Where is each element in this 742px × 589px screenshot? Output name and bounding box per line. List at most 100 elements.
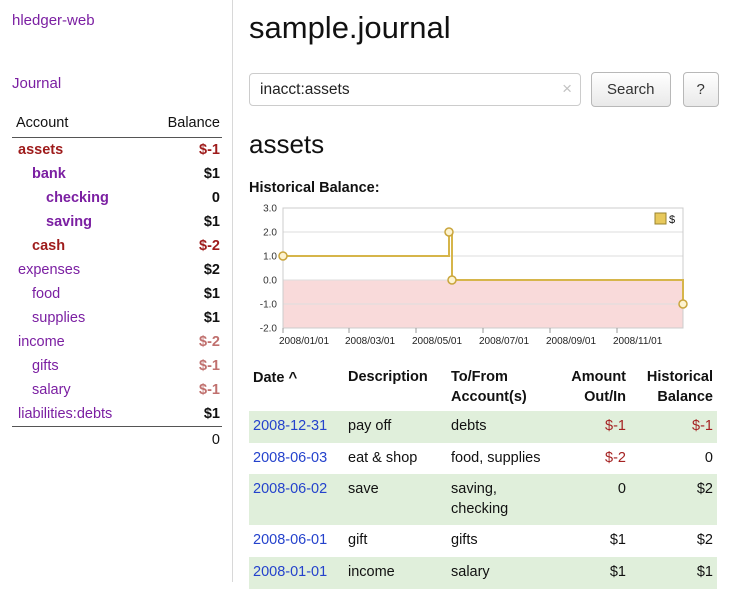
account-row: saving $1 bbox=[12, 210, 222, 234]
register-header-row: Date ^ Description To/From Account(s) Am… bbox=[249, 364, 717, 411]
svg-text:0.0: 0.0 bbox=[263, 276, 277, 287]
account-balance: $1 bbox=[203, 166, 220, 182]
svg-text:-2.0: -2.0 bbox=[260, 324, 278, 335]
search-input-wrap: × bbox=[249, 73, 581, 106]
account-link-supplies[interactable]: supplies bbox=[32, 310, 86, 326]
account-link-checking[interactable]: checking bbox=[46, 190, 109, 206]
account-balance: $-2 bbox=[199, 334, 220, 350]
account-balance: $1 bbox=[203, 310, 220, 326]
account-row: salary $-1 bbox=[12, 378, 222, 402]
transaction-balance: 0 bbox=[704, 449, 713, 466]
transaction-amount: $1 bbox=[609, 563, 626, 580]
register-row: 2008-06-03 eat & shop food, supplies $-2… bbox=[249, 443, 717, 475]
accounts-total-row: 0 bbox=[12, 426, 222, 452]
transaction-description: gift bbox=[348, 532, 368, 549]
account-link-bank[interactable]: bank bbox=[32, 166, 66, 182]
search-input[interactable] bbox=[249, 73, 581, 106]
account-balance: $2 bbox=[203, 262, 220, 278]
account-row: income $-2 bbox=[12, 330, 222, 354]
account-row: checking 0 bbox=[12, 186, 222, 210]
historical-balance-chart: 3.0 2.0 1.0 0.0 -1.0 -2.0 2008/01/01 200… bbox=[260, 204, 688, 347]
register-header-date-label: Date bbox=[253, 370, 285, 386]
account-link-salary[interactable]: salary bbox=[32, 382, 71, 398]
search-form: × Search ? bbox=[249, 72, 723, 107]
transaction-description: eat & shop bbox=[348, 449, 418, 466]
transaction-balance: $-1 bbox=[692, 418, 713, 435]
transaction-balance: $2 bbox=[696, 481, 713, 498]
transaction-description: save bbox=[348, 481, 379, 498]
account-heading: assets bbox=[249, 129, 325, 159]
app-title-link[interactable]: hledger-web bbox=[12, 12, 95, 29]
register-row: 2008-12-31 pay off debts $-1 $-1 bbox=[249, 411, 717, 443]
account-row: gifts $-1 bbox=[12, 354, 222, 378]
account-link-food[interactable]: food bbox=[32, 286, 61, 302]
account-row: cash $-2 bbox=[12, 234, 222, 258]
transaction-date-link[interactable]: 2008-06-01 bbox=[253, 532, 328, 549]
account-balance: $1 bbox=[203, 406, 220, 422]
svg-text:2008/01/01: 2008/01/01 bbox=[279, 336, 329, 347]
svg-text:2008/03/01: 2008/03/01 bbox=[345, 336, 395, 347]
help-button[interactable]: ? bbox=[682, 72, 719, 107]
accounts-header-account: Account bbox=[12, 112, 146, 138]
account-balance: 0 bbox=[211, 190, 220, 206]
accounts-header-balance: Balance bbox=[145, 112, 222, 138]
account-row: food $1 bbox=[12, 282, 222, 306]
chart-x-axis-labels: 2008/01/01 2008/03/01 2008/05/01 2008/07… bbox=[279, 336, 663, 347]
account-row: assets $-1 bbox=[12, 138, 222, 163]
chart-legend: $ bbox=[654, 212, 675, 226]
account-row: expenses $2 bbox=[12, 258, 222, 282]
accounts-table: Account Balance assets $-1 bank $1 check… bbox=[12, 112, 222, 452]
main-content: sample.journal × Search ? assets Histori… bbox=[249, 0, 731, 589]
legend-swatch-icon bbox=[654, 212, 667, 225]
account-link-assets[interactable]: assets bbox=[18, 142, 64, 158]
account-balance: $1 bbox=[203, 214, 220, 230]
transaction-date-link[interactable]: 2008-01-01 bbox=[253, 563, 328, 580]
register-header-date[interactable]: Date ^ bbox=[249, 364, 344, 411]
transaction-amount: $-1 bbox=[605, 418, 626, 435]
transaction-date-link[interactable]: 2008-12-31 bbox=[253, 418, 328, 435]
account-balance: $-1 bbox=[199, 358, 220, 374]
account-balance: $-1 bbox=[199, 382, 220, 398]
transaction-date-link[interactable]: 2008-06-02 bbox=[253, 481, 328, 498]
transaction-account: food, supplies bbox=[451, 449, 541, 466]
transaction-account: saving, checking bbox=[451, 481, 509, 517]
account-balance: $-2 bbox=[199, 238, 220, 254]
transaction-balance: $2 bbox=[696, 532, 713, 549]
account-link-liabilities-debts[interactable]: liabilities:debts bbox=[18, 406, 113, 422]
register-row: 2008-06-02 save saving, checking 0 $2 bbox=[249, 474, 717, 526]
transaction-account: gifts bbox=[451, 532, 478, 549]
svg-text:3.0: 3.0 bbox=[263, 204, 277, 215]
transaction-description: income bbox=[348, 563, 395, 580]
account-link-gifts[interactable]: gifts bbox=[32, 358, 59, 374]
clear-search-icon[interactable]: × bbox=[562, 79, 572, 98]
account-balance: $1 bbox=[203, 286, 220, 302]
transaction-amount: $-2 bbox=[605, 449, 626, 466]
account-link-cash[interactable]: cash bbox=[32, 238, 66, 254]
register-table: Date ^ Description To/From Account(s) Am… bbox=[249, 364, 717, 589]
chart-title: Historical Balance: bbox=[249, 180, 380, 196]
sidebar: hledger-web Journal Account Balance asse… bbox=[0, 0, 233, 582]
svg-text:-1.0: -1.0 bbox=[260, 300, 278, 311]
account-link-saving[interactable]: saving bbox=[46, 214, 92, 230]
transaction-amount: $1 bbox=[609, 532, 626, 549]
account-link-income[interactable]: income bbox=[18, 334, 65, 350]
accounts-total-value: 0 bbox=[145, 426, 222, 452]
register-header-account: To/From Account(s) bbox=[451, 369, 527, 405]
nav-journal-link[interactable]: Journal bbox=[12, 75, 62, 92]
account-link-expenses[interactable]: expenses bbox=[18, 262, 81, 278]
chart-y-axis-labels: 3.0 2.0 1.0 0.0 -1.0 -2.0 bbox=[260, 204, 278, 335]
transaction-balance: $1 bbox=[696, 563, 713, 580]
svg-text:2008/05/01: 2008/05/01 bbox=[412, 336, 462, 347]
transaction-account: salary bbox=[451, 563, 490, 580]
chart-series-markers bbox=[278, 227, 688, 309]
page-title: sample.journal bbox=[249, 10, 451, 45]
account-row: bank $1 bbox=[12, 162, 222, 186]
account-row: liabilities:debts $1 bbox=[12, 402, 222, 427]
search-button[interactable]: Search bbox=[591, 72, 671, 107]
svg-text:2.0: 2.0 bbox=[263, 228, 277, 239]
register-row: 2008-01-01 income salary $1 $1 bbox=[249, 556, 717, 589]
svg-text:2008/07/01: 2008/07/01 bbox=[479, 336, 529, 347]
account-balance: $-1 bbox=[199, 142, 220, 158]
transaction-date-link[interactable]: 2008-06-03 bbox=[253, 449, 328, 466]
transaction-amount: 0 bbox=[617, 481, 626, 498]
